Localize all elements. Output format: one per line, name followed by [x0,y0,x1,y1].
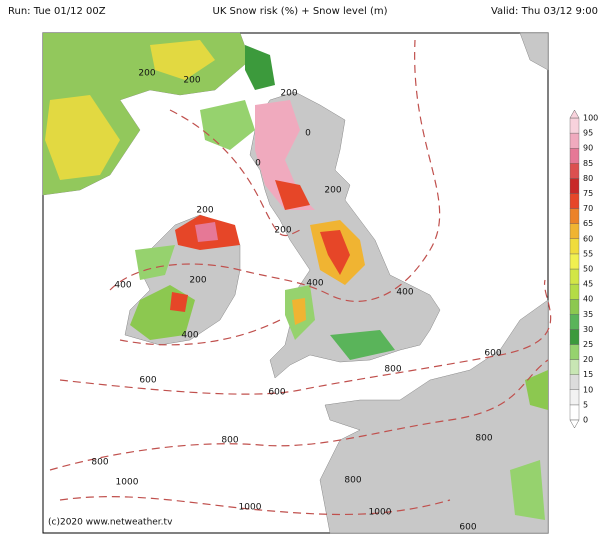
contour-label: 200 [138,69,155,79]
contour-label: 1000 [116,478,139,488]
legend-swatch [569,223,580,239]
legend-swatch [569,329,580,345]
legend-swatch [569,208,580,224]
legend-swatch [569,389,580,406]
legend-tick-label: 25 [583,340,593,349]
legend-tick-label: 85 [583,159,593,168]
snow-patch [255,100,315,210]
legend-tick-label: 20 [583,355,593,364]
legend-swatch [569,163,580,179]
legend-swatch [569,268,580,285]
legend-tick-label: 45 [583,280,593,289]
contour-label: 400 [306,279,323,289]
contour-label: 200 [324,186,341,196]
contour-label: 200 [274,226,291,236]
legend-swatch [569,374,580,391]
contour-label: 800 [384,365,401,375]
credit: (c)2020 www.netweather.tv [48,518,173,528]
legend-tick-label: 95 [583,129,593,138]
contour-label: 800 [221,436,238,446]
contour-label: 600 [484,349,501,359]
snow-level-contour [49,359,549,471]
legend-tick-label: 65 [583,219,593,228]
snow-patch [292,298,306,325]
contour-label: 200 [189,276,206,286]
snow-level-contour [119,319,281,346]
legend-swatch [569,147,580,164]
snow-patch [135,245,175,280]
snow-patch [320,230,350,275]
legend-tick-label: 5 [583,400,588,409]
map [42,32,552,534]
contour-label: 200 [183,76,200,86]
land-norway [519,32,549,71]
contour-label: 800 [344,476,361,486]
legend-tick-label: 80 [583,174,593,183]
legend-swatch [569,117,580,134]
snow-patch [245,45,275,90]
snow-patch [525,370,548,410]
legend-tick-label: 0 [583,416,588,425]
contour-label: 800 [475,434,492,444]
legend-tick-label: 60 [583,234,593,243]
legend-swatch [569,238,580,255]
legend-swatch [569,359,580,375]
snow-patch [170,292,188,312]
snow-level-contour [169,109,301,237]
contour-label: 600 [459,523,476,533]
legend-tick-label: 75 [583,189,593,198]
snow-level-contour [59,496,451,516]
contour-label: 600 [268,388,285,398]
legend-tick-label: 30 [583,325,593,334]
valid-label: Valid: Thu 03/12 9:00 [491,6,598,17]
legend-swatch [569,299,580,315]
contour-label: 400 [181,331,198,341]
legend-tick-label: 35 [583,310,593,319]
contour-label: 0 [255,159,261,169]
snow-patch [275,180,310,210]
snow-patch [45,95,120,180]
legend-swatch [569,253,580,270]
legend-arrow [569,419,580,429]
snow-patch [150,40,215,80]
snow-patch [330,330,395,360]
continent [319,299,549,534]
snow-patch [510,460,545,520]
legend-tick-label: 70 [583,204,593,213]
legend-swatch [569,314,580,330]
legend-tick-label: 90 [583,144,593,153]
legend-tick-label: 50 [583,265,593,274]
contour-label: 400 [114,281,131,291]
contour-label: 200 [280,89,297,99]
legend-tick-label: 40 [583,295,593,304]
contour-label: 0 [305,129,311,139]
contour-label: 200 [196,206,213,216]
contour-label: 1000 [239,503,262,513]
legend-swatch [569,344,580,360]
contour-label: 600 [139,376,156,386]
legend-tick-label: 10 [583,385,593,394]
run-label: Run: Tue 01/12 00Z [8,6,106,17]
contour-label: 800 [91,458,108,468]
legend-swatch [569,283,580,300]
snow-level-contour [59,279,552,395]
legend-swatch [569,132,580,149]
map-title: UK Snow risk (%) + Snow level (m) [213,6,388,17]
snow-patch [195,222,218,242]
legend-arrow [569,109,580,119]
legend-tick-label: 55 [583,249,593,258]
contour-label: 400 [396,288,413,298]
contour-label: 1000 [369,508,392,518]
legend-swatch [569,178,580,194]
legend-swatch [569,404,580,421]
legend-tick-label: 15 [583,370,593,379]
snow-patch [200,100,255,150]
legend-swatch [569,193,580,209]
legend-tick-label: 100 [583,114,598,123]
